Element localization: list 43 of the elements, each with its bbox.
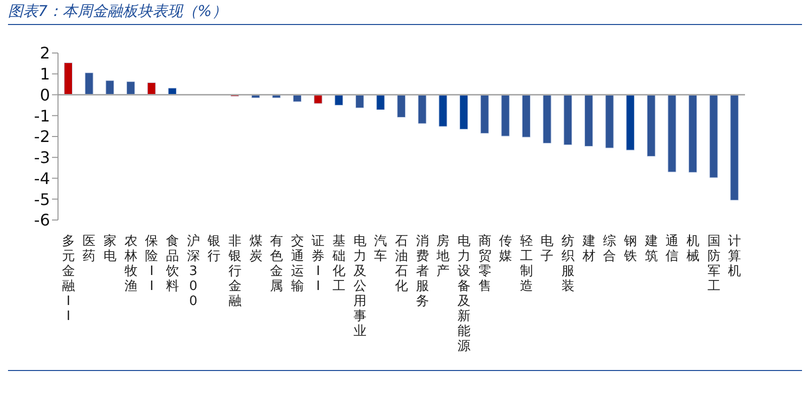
x-tick-label: 证券II — [312, 234, 325, 294]
x-tick-label: 商贸零售 — [478, 234, 492, 294]
x-tick-label: 通信 — [666, 234, 679, 264]
x-tick-label: 国防军工 — [707, 234, 720, 294]
x-tick-label: 纺织服装 — [562, 234, 575, 294]
x-tick-label: 银行 — [206, 234, 221, 264]
x-tick-label: 家电 — [104, 233, 117, 264]
x-tick-label: 综合 — [603, 234, 616, 264]
y-tick-label: -5 — [34, 190, 50, 209]
x-tick-label: 建材 — [581, 234, 596, 264]
x-tick-label: 石油石化 — [395, 234, 408, 294]
x-tick-label: 轻工制造 — [520, 234, 533, 294]
x-tick-label: 煤炭 — [249, 234, 262, 264]
y-tick-label: -1 — [34, 106, 50, 126]
x-tick-label: 计算机 — [728, 234, 742, 279]
x-tick-label: 有色金属 — [270, 234, 284, 294]
x-tick-label: 房地产 — [436, 233, 450, 279]
x-tick-label: 电力及公用事业 — [353, 234, 366, 339]
chart-title: 图表7：本周金融板块表现（%） — [8, 2, 802, 25]
y-tick-label: -4 — [34, 168, 50, 188]
x-tick-label: 钢铁 — [623, 234, 637, 264]
y-tick-label: -2 — [34, 127, 50, 146]
x-tick-label: 非银行金融 — [227, 234, 242, 309]
y-tick-label: -6 — [34, 210, 50, 230]
y-tick-label: 1 — [40, 64, 50, 84]
x-tick-label: 电力设备及新能源 — [457, 234, 470, 354]
x-tick-label: 多元金融II — [62, 234, 75, 324]
x-tick-label: 机械 — [686, 234, 700, 264]
x-tick-label: 基础化工 — [332, 234, 346, 294]
x-tick-label: 汽车 — [374, 234, 388, 264]
x-tick-label: 食品饮料 — [165, 234, 179, 294]
x-tick-label: 交通运输 — [290, 233, 304, 294]
x-tick-label: 消费者服务 — [416, 234, 429, 309]
x-tick-label: 农林牧渔 — [123, 234, 138, 294]
x-tick-label: 传媒 — [499, 234, 512, 264]
x-tick-label: 电子 — [540, 234, 554, 264]
y-tick-label: 2 — [40, 44, 50, 63]
x-tick-label: 保险II — [145, 234, 158, 294]
y-tick-label: -3 — [34, 148, 50, 168]
x-tick-label: 医药 — [82, 234, 96, 264]
x-tick-label: 沪深300 — [186, 233, 200, 309]
x-tick-label: 建筑 — [644, 234, 658, 264]
y-tick-label: 0 — [40, 85, 50, 104]
